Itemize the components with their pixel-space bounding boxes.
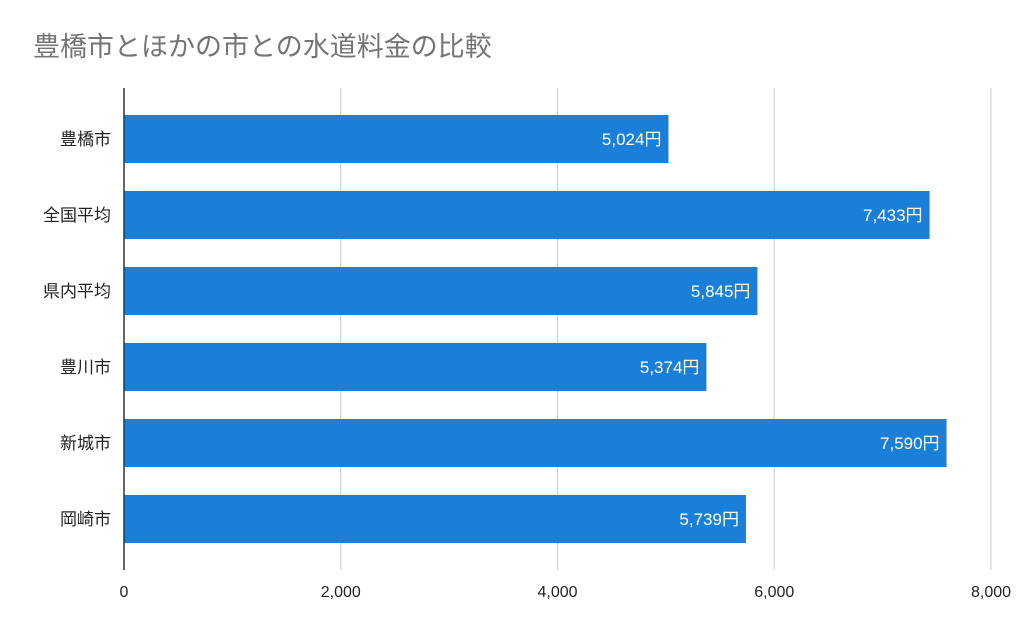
bars: 5,024円 7,433円 5,845円 5,374円 7,590円 5,739円	[124, 115, 947, 543]
category-label: 豊川市	[60, 358, 111, 378]
bar	[124, 115, 669, 163]
bar	[124, 343, 707, 391]
data-label: 5,374円	[640, 358, 700, 377]
x-tick-label: 8,000	[971, 584, 1011, 601]
data-label: 7,433円	[863, 206, 923, 225]
data-label: 5,845円	[691, 282, 751, 301]
bar	[124, 191, 930, 239]
bar	[124, 419, 947, 467]
bar	[124, 267, 758, 315]
category-label: 新城市	[60, 434, 111, 454]
category-label: 県内平均	[43, 282, 111, 302]
x-tick-label: 4,000	[537, 584, 577, 601]
x-tick-labels: 0 2,000 4,000 6,000 8,000	[120, 584, 1012, 601]
x-tick-label: 6,000	[754, 584, 794, 601]
x-tick-label: 2,000	[321, 584, 361, 601]
chart-title: 豊橋市とほかの市との水道料金の比較	[33, 32, 492, 63]
data-label: 7,590円	[880, 434, 940, 453]
category-label: 全国平均	[43, 206, 111, 226]
category-label: 岡崎市	[60, 510, 111, 530]
data-label: 5,739円	[679, 510, 739, 529]
bar	[124, 495, 746, 543]
category-label: 豊橋市	[60, 130, 111, 150]
gridlines	[340, 88, 992, 570]
data-label: 5,024円	[602, 130, 662, 149]
x-tick-label: 0	[120, 584, 129, 601]
